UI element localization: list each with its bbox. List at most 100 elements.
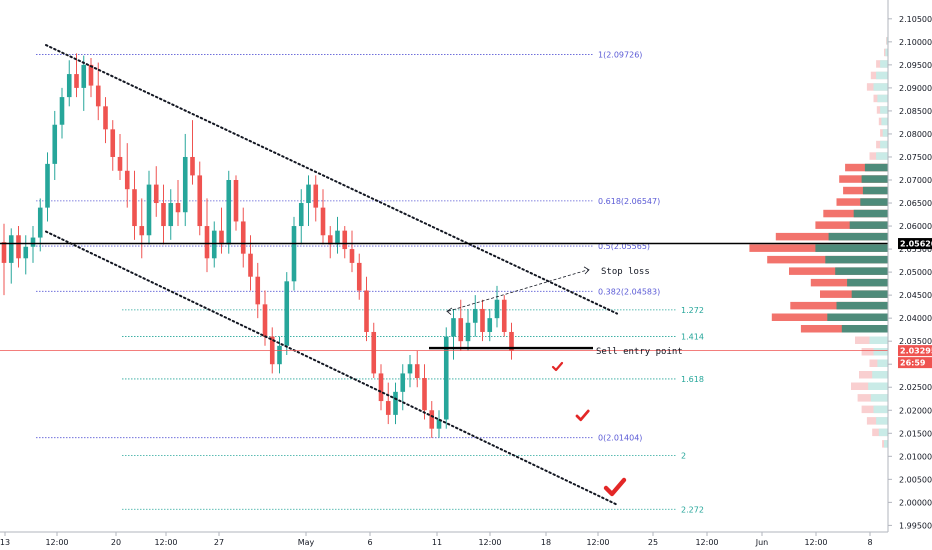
candle[interactable] [422, 364, 427, 420]
candle[interactable] [23, 235, 29, 275]
candle[interactable] [117, 133, 123, 180]
price-axis[interactable]: 2.10500 2.10000 2.09500 2.09000 2.08500 2.080… [887, 0, 932, 550]
candle[interactable] [95, 62, 101, 121]
candle[interactable] [146, 170, 152, 245]
candle-body [1, 242, 7, 263]
candle[interactable] [59, 87, 65, 139]
candle[interactable] [472, 295, 478, 337]
candle[interactable] [320, 189, 326, 245]
time-tick-label: May [298, 538, 315, 547]
price-tick-label: 2.03500 [899, 337, 932, 346]
candle[interactable] [327, 226, 333, 259]
candle-body [385, 401, 391, 415]
candle[interactable] [335, 216, 340, 254]
candle[interactable] [37, 198, 43, 252]
candle[interactable] [45, 152, 50, 222]
time-tick-label: Jun [755, 538, 769, 547]
candle[interactable] [393, 382, 398, 425]
channel-lower-line[interactable] [45, 230, 618, 506]
candle[interactable] [66, 60, 72, 107]
candlestick-series[interactable] [1, 53, 514, 438]
candle[interactable] [52, 110, 58, 180]
fib-level-label: 0.382(2.04583) [598, 287, 660, 296]
candle[interactable] [175, 180, 181, 227]
channel-upper-line[interactable] [45, 44, 618, 315]
time-tick-label: 13 [0, 538, 10, 547]
candle[interactable] [465, 308, 471, 351]
candle[interactable] [414, 350, 420, 388]
volume-profile-bar-up [872, 371, 888, 379]
price-axis-background [888, 0, 932, 550]
candle[interactable] [284, 272, 290, 355]
candle[interactable] [182, 133, 188, 227]
candle[interactable] [8, 228, 14, 284]
candle[interactable] [501, 295, 507, 337]
candle[interactable] [385, 382, 391, 425]
candle[interactable] [88, 57, 94, 98]
candle[interactable] [443, 327, 449, 429]
price-tick-label: 2.07000 [899, 176, 932, 185]
candle[interactable] [494, 285, 500, 328]
candle[interactable] [124, 143, 130, 208]
candle[interactable] [436, 410, 442, 438]
candle[interactable] [342, 226, 348, 259]
candle[interactable] [291, 216, 297, 291]
candle[interactable] [161, 184, 166, 245]
drawings-layer: Sell entry point Stop loss [0, 44, 888, 506]
candle[interactable] [74, 53, 79, 98]
candle[interactable] [248, 235, 253, 291]
candle[interactable] [190, 120, 195, 185]
candle[interactable] [313, 175, 319, 222]
current-price-tag-text: 2.03295 [900, 347, 932, 356]
candle[interactable] [487, 308, 493, 342]
candle[interactable] [240, 207, 246, 268]
candle[interactable] [298, 189, 304, 245]
candle-body [393, 391, 398, 415]
candle[interactable] [211, 221, 217, 268]
candle[interactable] [103, 97, 108, 144]
candle-body [414, 364, 420, 379]
candle[interactable] [132, 170, 137, 240]
candle[interactable] [364, 276, 369, 342]
volume-profile [749, 37, 888, 448]
candle[interactable] [219, 207, 224, 254]
candle[interactable] [349, 230, 355, 273]
candle-body [248, 253, 253, 277]
candle[interactable] [255, 262, 261, 319]
candle[interactable] [480, 299, 485, 342]
candle[interactable] [407, 355, 413, 388]
stop-loss-arrow[interactable] [447, 269, 589, 312]
candle[interactable] [226, 170, 232, 254]
candle-body [407, 364, 413, 374]
candle-body [168, 203, 174, 227]
candle[interactable] [16, 226, 21, 268]
price-tick-label: 2.04000 [899, 314, 932, 323]
candle-body [240, 221, 246, 254]
candle-body [349, 249, 355, 263]
candle[interactable] [509, 322, 514, 360]
candle[interactable] [153, 166, 159, 217]
candle[interactable] [30, 226, 36, 263]
time-axis[interactable]: 13 12:00 20 12:00 27 May 6 11 12:00 18 12:00 25 12:0… [0, 531, 888, 550]
candle[interactable] [458, 299, 464, 351]
candle[interactable] [378, 364, 384, 411]
key-level-price-tag [898, 238, 932, 250]
candle[interactable] [429, 401, 435, 438]
candle[interactable] [1, 223, 7, 296]
candle-body [146, 184, 152, 236]
candle[interactable] [197, 161, 203, 236]
candle[interactable] [204, 198, 210, 273]
candle[interactable] [233, 175, 239, 231]
time-axis-background [0, 532, 888, 550]
candle[interactable] [306, 175, 311, 227]
candle[interactable] [168, 189, 174, 240]
fibonacci-retracement: 1(2.09726) 0.618(2.06547) 0.5(2.05565) 0.38… [36, 50, 660, 443]
candle[interactable] [139, 198, 145, 259]
candle[interactable] [451, 308, 456, 360]
candle[interactable] [110, 120, 116, 171]
candle[interactable] [356, 253, 362, 300]
candle[interactable] [81, 55, 87, 111]
